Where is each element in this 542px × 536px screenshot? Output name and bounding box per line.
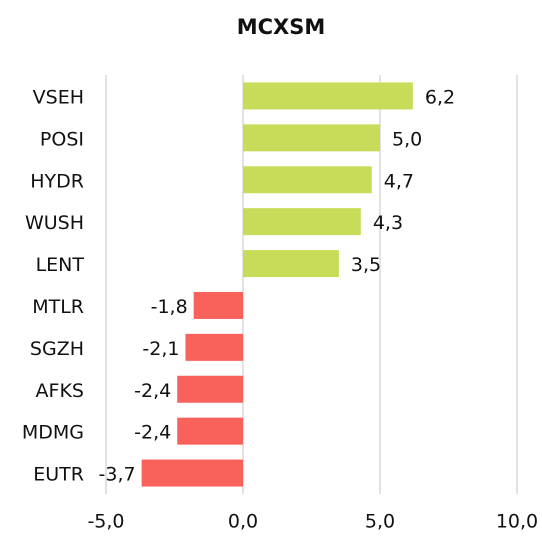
x-tick-label: 10,0: [496, 511, 538, 533]
bar: [193, 291, 243, 319]
y-tick-label: POSI: [40, 128, 84, 150]
x-tick-label: 5,0: [365, 511, 395, 533]
value-label: 6,2: [425, 86, 455, 108]
y-tick-label: WUSH: [25, 212, 84, 234]
y-tick-label: VSEH: [33, 86, 84, 108]
value-label: -2,1: [142, 338, 179, 360]
y-tick-label: EUTR: [33, 464, 84, 486]
bar: [177, 417, 243, 445]
value-label: 4,7: [384, 170, 414, 192]
value-label: 4,3: [373, 212, 403, 234]
x-tick-label: 0,0: [228, 511, 258, 533]
bar: [243, 166, 372, 194]
bar: [243, 250, 339, 278]
chart-title: MCXSM: [237, 15, 326, 39]
y-tick-label: LENT: [36, 254, 85, 276]
value-label: -1,8: [151, 296, 188, 318]
bar: [141, 459, 243, 487]
y-tick-label: SGZH: [30, 338, 84, 360]
value-label: -2,4: [134, 422, 171, 444]
value-label: 5,0: [392, 128, 422, 150]
y-tick-label: HYDR: [30, 170, 84, 192]
bar: [243, 82, 413, 110]
bar: [243, 124, 380, 152]
bar: [185, 333, 243, 361]
value-label: -3,7: [99, 464, 136, 486]
bar: [177, 375, 243, 403]
y-tick-label: MTLR: [32, 296, 84, 318]
x-tick-label: -5,0: [87, 511, 124, 533]
y-tick-label: MDMG: [22, 422, 84, 444]
value-label: -2,4: [134, 380, 171, 402]
y-tick-label: AFKS: [36, 380, 84, 402]
bar: [243, 208, 361, 236]
value-label: 3,5: [351, 254, 381, 276]
